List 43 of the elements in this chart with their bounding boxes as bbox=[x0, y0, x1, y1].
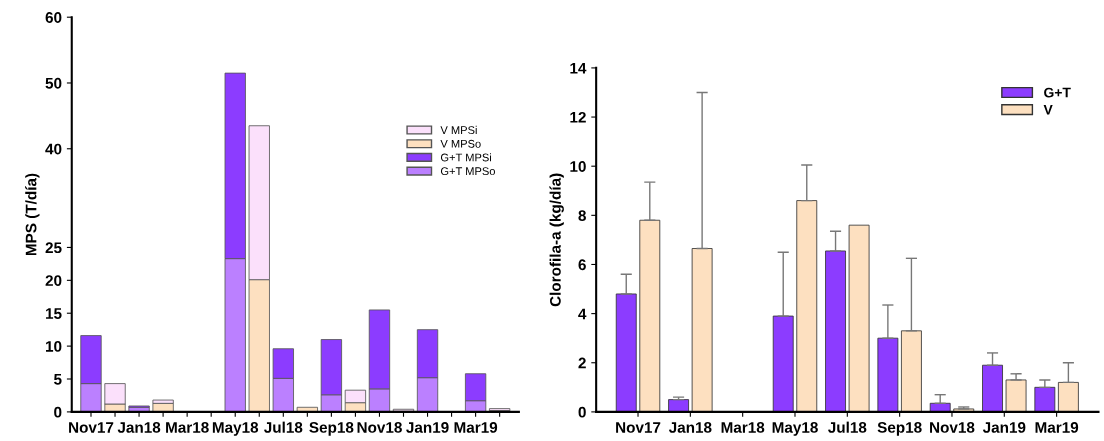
y-tick-label: 0 bbox=[578, 406, 586, 418]
x-tick-label: Mar18 bbox=[166, 422, 209, 433]
y-tick-label: 12 bbox=[570, 111, 586, 123]
x-tick-label: Nov17 bbox=[616, 422, 661, 433]
y-tick-label: 14 bbox=[570, 62, 587, 74]
x-tick-label: Nov17 bbox=[69, 422, 114, 433]
x-tick-label: Sep18 bbox=[309, 422, 354, 436]
y-tick-label: 10 bbox=[46, 340, 62, 352]
x-tick-label: Nov18 bbox=[357, 422, 402, 433]
x-tick-label: Nov18 bbox=[930, 422, 975, 433]
x-tick-label: Sep18 bbox=[877, 422, 922, 436]
x-tick-label: Jul18 bbox=[264, 421, 303, 433]
y-tick-label: 2 bbox=[578, 357, 586, 369]
y-tick-label: 15 bbox=[46, 308, 62, 319]
y-tick-label: 20 bbox=[45, 275, 62, 287]
legend-label: G+T MPSo bbox=[440, 167, 495, 176]
x-tick-label: Jul18 bbox=[828, 421, 867, 433]
legend-label: V bbox=[1043, 104, 1053, 115]
x-tick-label: Jan18 bbox=[117, 422, 161, 433]
y-tick-label: 4 bbox=[578, 308, 587, 320]
y-tick-label: 10 bbox=[570, 161, 586, 172]
legend-label: G+T bbox=[1044, 87, 1071, 98]
y-tick-label: 8 bbox=[578, 210, 586, 222]
y-tick-label: 6 bbox=[578, 259, 586, 271]
x-tick-label: Jan19 bbox=[982, 422, 1026, 433]
y-axis-title: MPS (T/día) bbox=[25, 173, 40, 256]
x-tick-label: Mar19 bbox=[454, 422, 498, 433]
y-tick-label: 50 bbox=[45, 77, 62, 89]
x-tick-label: May18 bbox=[212, 422, 259, 436]
y-tick-label: 60 bbox=[45, 12, 62, 23]
y-tick-label: 5 bbox=[54, 374, 62, 385]
x-tick-label: Jan19 bbox=[406, 422, 449, 433]
legend-label: G+T MPSi bbox=[440, 153, 492, 162]
legend-label: V MPSo bbox=[440, 139, 481, 148]
y-tick-label: 40 bbox=[45, 143, 62, 155]
x-tick-label: Jan18 bbox=[668, 422, 712, 433]
legend-label: V MPSi bbox=[440, 125, 477, 135]
x-tick-label: Mar18 bbox=[721, 422, 765, 433]
x-tick-label: May18 bbox=[772, 422, 818, 436]
x-tick-label: Mar19 bbox=[1035, 422, 1079, 433]
y-axis-title: Clorofila-a (kg/día) bbox=[549, 173, 564, 307]
y-tick-label: 25 bbox=[45, 242, 62, 254]
y-tick-label: 0 bbox=[54, 406, 62, 418]
